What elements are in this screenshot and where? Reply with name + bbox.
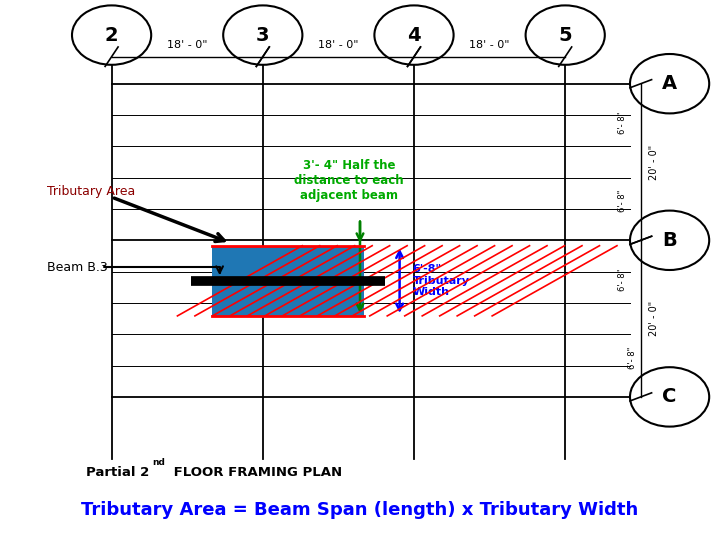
Text: 6'- 8": 6'- 8"	[618, 112, 627, 134]
Text: nd: nd	[153, 458, 166, 467]
Text: FLOOR FRAMING PLAN: FLOOR FRAMING PLAN	[169, 466, 342, 479]
Text: 6'- 8": 6'- 8"	[618, 268, 627, 291]
Text: A: A	[662, 74, 678, 93]
Text: B: B	[662, 231, 677, 250]
Text: 18' - 0": 18' - 0"	[167, 40, 207, 50]
Bar	[212, 246, 364, 316]
Text: 18' - 0": 18' - 0"	[318, 40, 359, 50]
Text: 6'- 8": 6'- 8"	[628, 347, 636, 369]
Text: Tributary Area: Tributary Area	[47, 185, 135, 198]
Text: Tributary Area = Beam Span (length) x Tributary Width: Tributary Area = Beam Span (length) x Tr…	[81, 501, 639, 519]
Text: 3: 3	[256, 25, 269, 45]
Text: 20' - 0": 20' - 0"	[649, 144, 659, 180]
Text: 5: 5	[559, 25, 572, 45]
Text: 2: 2	[105, 25, 118, 45]
Text: 6'- 8": 6'- 8"	[618, 190, 627, 212]
Text: Partial 2: Partial 2	[86, 466, 150, 479]
Text: 4: 4	[408, 25, 420, 45]
Text: Beam B.3: Beam B.3	[47, 261, 107, 274]
Text: 3'- 4" Half the
distance to each
adjacent beam: 3'- 4" Half the distance to each adjacen…	[294, 159, 404, 202]
Text: 6'-8"
Tributary
Width: 6'-8" Tributary Width	[413, 264, 469, 298]
Text: C: C	[662, 387, 677, 407]
Text: 20' - 0": 20' - 0"	[649, 301, 659, 336]
Text: 18' - 0": 18' - 0"	[469, 40, 510, 50]
